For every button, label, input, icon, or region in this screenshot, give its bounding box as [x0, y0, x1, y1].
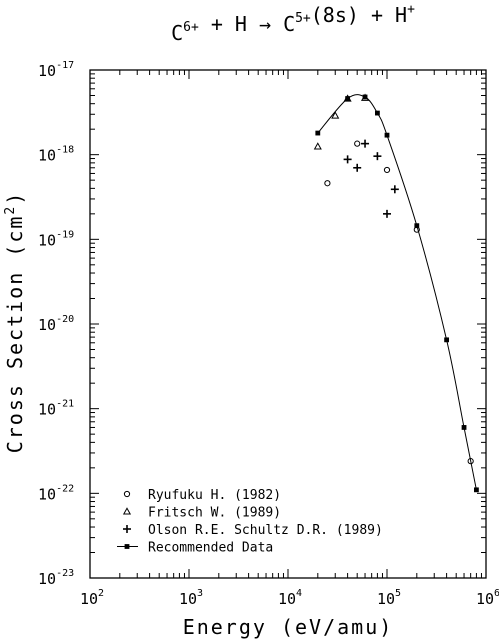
legend: Ryufuku H. (1982) Fritsch W. (1989) Olson … [117, 488, 383, 556]
data-point [313, 142, 322, 150]
recommended-curve [317, 94, 477, 490]
x-tick-label: 105 [377, 588, 401, 608]
data-point [467, 458, 474, 465]
x-tick-label: 103 [179, 588, 203, 608]
data-point [362, 94, 368, 100]
chart-title: C6+ + H → C5+(8s) + H+ [171, 2, 415, 45]
data-point [353, 163, 362, 172]
data-point [383, 166, 391, 174]
y-tick-labels: 10-23 10-22 10-21 10-20 10-19 10-18 10-17 [38, 60, 74, 588]
y-tick-label: 10-20 [38, 314, 74, 334]
legend-marker [123, 490, 131, 498]
data-point [414, 223, 420, 229]
data-point [354, 140, 361, 147]
y-tick-label: 10-19 [38, 229, 74, 249]
axis-ticks [89, 70, 486, 579]
legend-marker [124, 544, 130, 549]
data-point [331, 111, 340, 119]
legend-label: Ryufuku H. (1982) [148, 488, 281, 503]
data-point [345, 96, 351, 101]
data-point [361, 139, 370, 148]
data-point [461, 425, 467, 430]
data-point [324, 180, 331, 187]
y-tick-label: 10-17 [38, 60, 74, 80]
legend-marker [123, 525, 131, 533]
legend-marker [122, 507, 132, 515]
data-point [474, 487, 479, 493]
y-axis-label: Cross Section (cm2) [3, 191, 27, 454]
y-tick-label: 10-22 [38, 483, 74, 503]
y-tick-label: 10-23 [38, 568, 74, 588]
x-tick-label: 102 [80, 588, 104, 608]
data-point [383, 209, 391, 218]
legend-label: Recommended Data [148, 541, 273, 556]
x-axis-label: Energy (eV/amu) [183, 615, 394, 639]
y-tick-label: 10-21 [38, 399, 74, 419]
y-tick-label: 10-18 [38, 145, 74, 165]
data-point [315, 130, 321, 136]
recommended-curve-path [317, 94, 477, 490]
data-point [375, 110, 380, 116]
title-text: C6+ + H → C5+(8s) + H+ [171, 2, 415, 45]
data-point [343, 155, 352, 164]
data-point [384, 132, 390, 138]
x-tick-labels: 102 103 104 105 106 [80, 588, 499, 608]
legend-label: Olson R.E. Schultz D.R. (1989) [148, 523, 383, 538]
data-point [373, 152, 382, 161]
data-points [313, 93, 479, 493]
legend-label: Fritsch W. (1989) [148, 506, 281, 521]
data-point [390, 185, 399, 194]
x-tick-label: 104 [278, 588, 302, 608]
data-point [444, 337, 450, 343]
x-tick-label: 106 [476, 588, 499, 608]
